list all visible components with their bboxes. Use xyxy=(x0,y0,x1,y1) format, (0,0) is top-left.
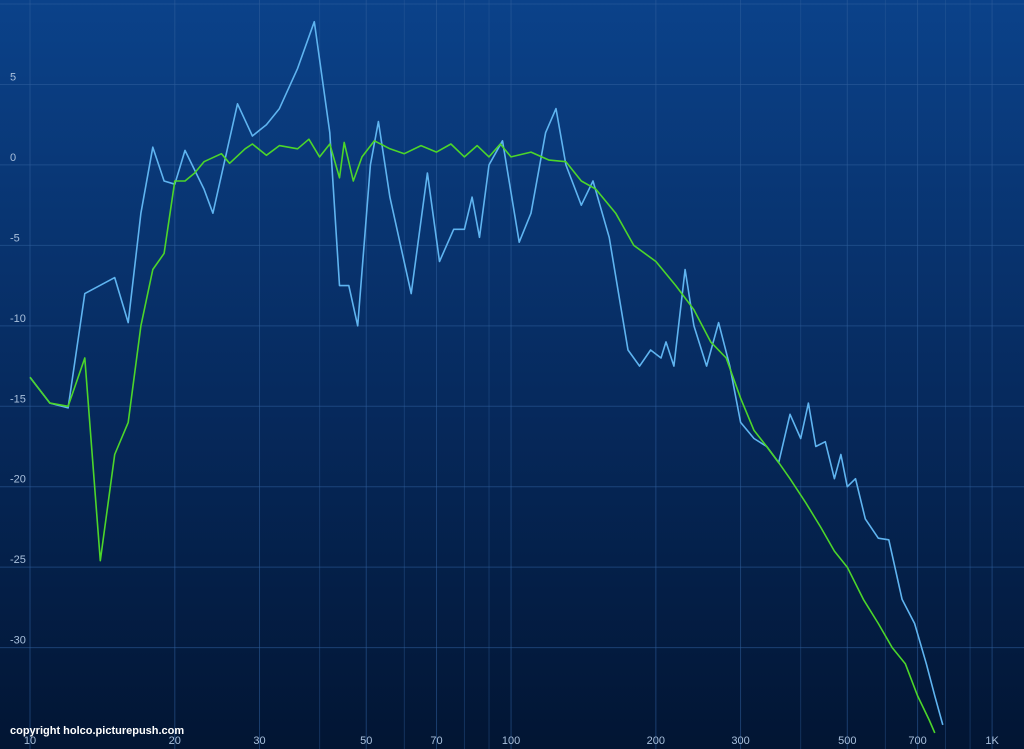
y-tick-label: -20 xyxy=(10,474,26,486)
y-tick-label: -10 xyxy=(10,313,26,325)
x-tick-label: 20 xyxy=(169,735,181,747)
x-tick-label: 10 xyxy=(24,735,36,747)
y-tick-label: -5 xyxy=(10,232,20,244)
copyright: copyright holco.picturepush.com xyxy=(10,725,184,737)
x-tick-label: 1K xyxy=(985,735,999,747)
x-tick-label: 70 xyxy=(430,735,442,747)
x-tick-label: 500 xyxy=(838,735,856,747)
x-tick-label: 700 xyxy=(908,735,926,747)
y-tick-label: 0 xyxy=(10,152,16,164)
series-line xyxy=(29,138,936,734)
plot xyxy=(29,20,944,734)
x-tick-label: 100 xyxy=(502,735,520,747)
series-line xyxy=(29,20,944,726)
x-tick-label: 200 xyxy=(647,735,665,747)
y-tick-label: -25 xyxy=(10,554,26,566)
y-tick-label: -15 xyxy=(10,393,26,405)
x-tick-label: 50 xyxy=(360,735,372,747)
labels: 1050-5-10-15-20-25-301020305070100200300… xyxy=(10,0,999,747)
y-tick-label: 5 xyxy=(10,71,16,83)
x-tick-label: 30 xyxy=(253,735,265,747)
y-tick-label: 10 xyxy=(10,0,22,3)
y-tick-label: -30 xyxy=(10,635,26,647)
x-tick-label: 300 xyxy=(731,735,749,747)
